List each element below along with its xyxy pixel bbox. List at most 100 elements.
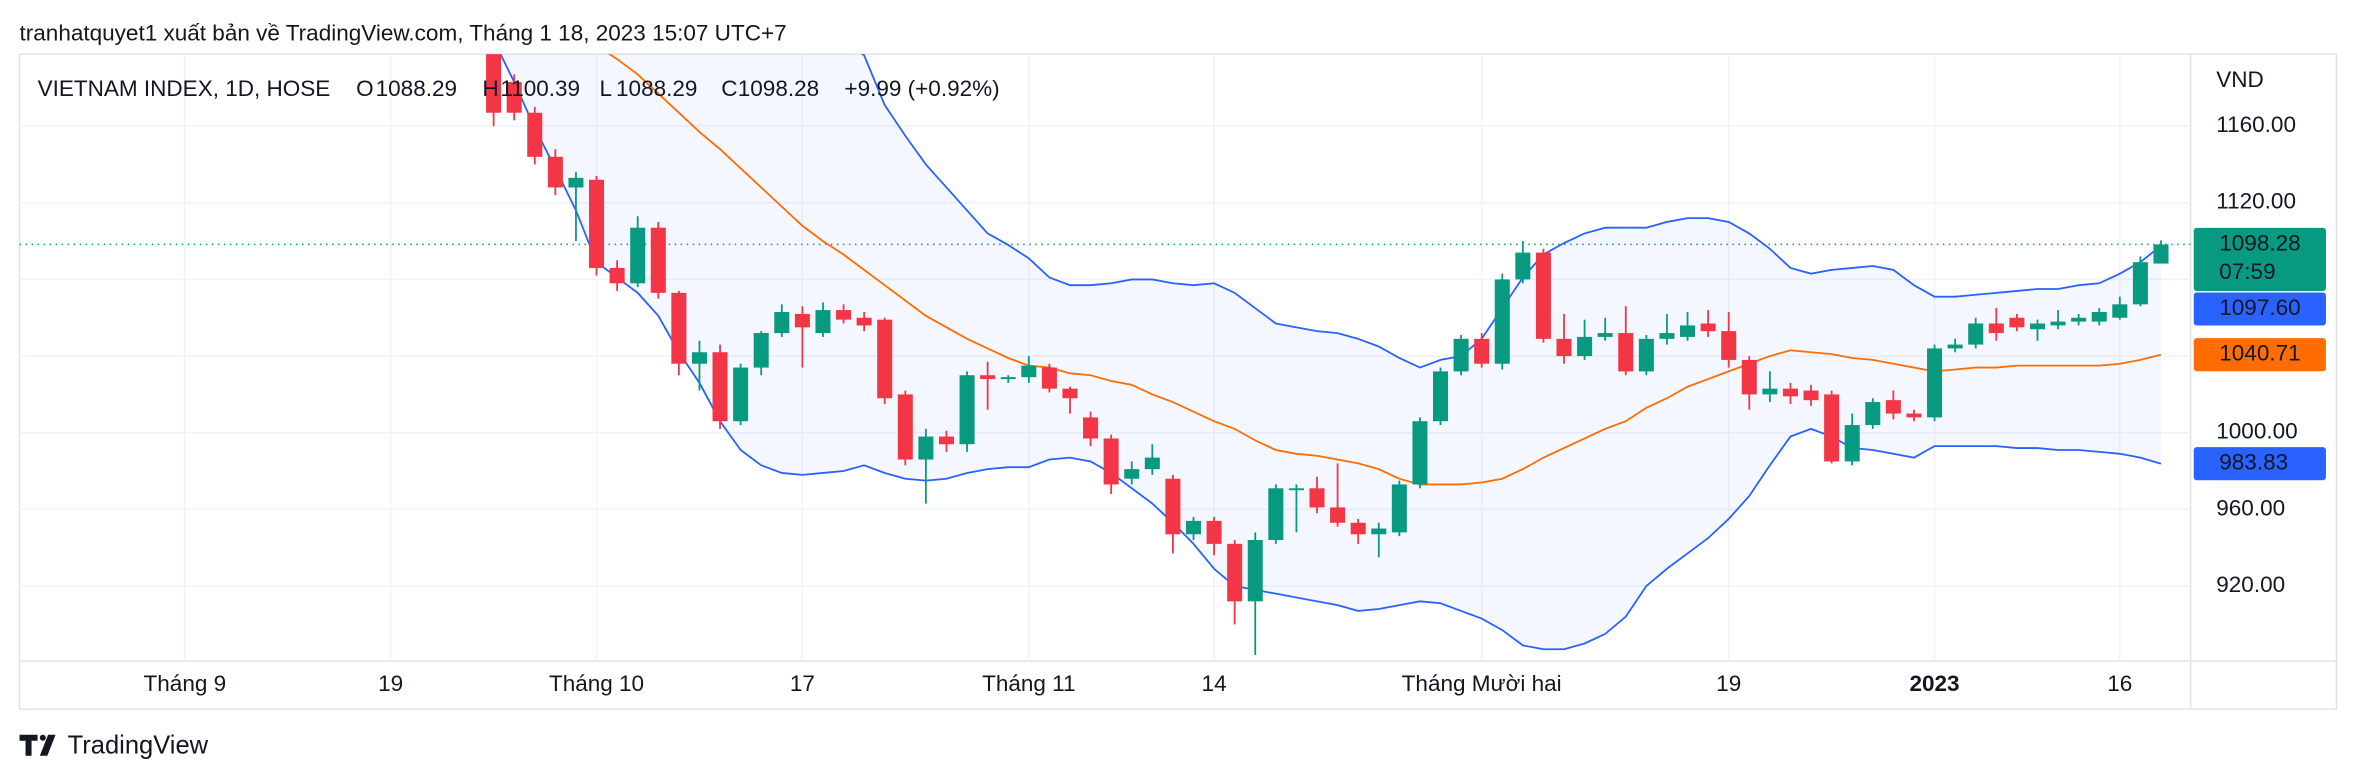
candle-body bbox=[1927, 348, 1943, 418]
candle-body bbox=[753, 333, 769, 368]
price-label: 07:59 bbox=[2219, 259, 2275, 284]
candle-body bbox=[1556, 338, 1572, 357]
logo-dot bbox=[39, 734, 46, 741]
candle-body bbox=[918, 436, 934, 460]
band-line bbox=[607, 54, 2162, 486]
legend-key: O bbox=[356, 76, 374, 101]
candle-body bbox=[2153, 244, 2169, 264]
candle-body bbox=[2009, 317, 2025, 328]
candle-body bbox=[836, 310, 852, 320]
footer-brand: TradingView bbox=[68, 732, 209, 760]
legend-key: L bbox=[600, 76, 613, 101]
x-tick-label: 19 bbox=[378, 671, 403, 696]
candle-body bbox=[568, 177, 584, 188]
candle-body bbox=[1885, 400, 1901, 414]
candle-body bbox=[1083, 417, 1099, 439]
candle-body bbox=[1350, 522, 1366, 535]
candle-body bbox=[1247, 540, 1263, 602]
candle-body bbox=[1453, 338, 1469, 372]
candle-body bbox=[1103, 438, 1119, 485]
candle-body bbox=[1803, 390, 1819, 401]
chart-frame bbox=[18, 53, 2338, 710]
candle-body bbox=[1721, 331, 1737, 360]
price-label-bg bbox=[2193, 227, 2326, 291]
candle-body bbox=[1577, 336, 1593, 357]
candle-body bbox=[1968, 323, 1984, 345]
candle-body bbox=[1680, 325, 1696, 337]
candle-body bbox=[2029, 323, 2045, 330]
candle-body bbox=[1988, 323, 2004, 334]
logo-mark bbox=[39, 734, 56, 756]
price-label: 1097.60 bbox=[2219, 295, 2300, 320]
price-label: 1040.71 bbox=[2219, 341, 2300, 366]
candle-body bbox=[774, 312, 790, 334]
candle-body bbox=[794, 313, 810, 328]
candle-body bbox=[1515, 252, 1531, 280]
candle-body bbox=[1659, 333, 1675, 339]
candle-body bbox=[877, 319, 893, 399]
candle-body bbox=[733, 367, 749, 422]
candle-body bbox=[1824, 394, 1840, 462]
candle-body bbox=[1535, 252, 1551, 339]
x-tick-label: 17 bbox=[790, 671, 815, 696]
price-label: 983.83 bbox=[2219, 450, 2288, 475]
candle-body bbox=[1185, 520, 1202, 535]
candle-body bbox=[1432, 371, 1449, 422]
candle-body bbox=[1741, 359, 1757, 395]
candle-body bbox=[1906, 413, 1922, 418]
candle-body bbox=[1618, 333, 1634, 372]
y-tick-label: 1120.00 bbox=[2216, 189, 2296, 214]
candle-body bbox=[856, 317, 872, 326]
candle-body bbox=[938, 436, 954, 445]
candle-body bbox=[2132, 262, 2148, 305]
header: tranhatquyet1 xuất bản về TradingView.co… bbox=[20, 21, 787, 46]
candle-body bbox=[486, 54, 502, 113]
x-tick-label: 14 bbox=[1202, 671, 1227, 696]
candle-body bbox=[1288, 488, 1304, 491]
candle-body bbox=[1391, 484, 1407, 533]
x-tick-label: Tháng Mười hai bbox=[1402, 671, 1562, 696]
price-label-bg bbox=[2193, 292, 2326, 326]
candle-body bbox=[671, 292, 687, 364]
candle-body bbox=[815, 310, 831, 334]
candle-body bbox=[650, 227, 666, 293]
y-tick-label: 1000.00 bbox=[2216, 419, 2297, 444]
candle-body bbox=[2091, 312, 2107, 322]
candle-body bbox=[897, 394, 913, 460]
y-tick-label: 920.00 bbox=[2216, 572, 2285, 597]
candle-body bbox=[1700, 323, 1716, 332]
x-tick-label: Tháng 9 bbox=[144, 671, 227, 696]
legend-change: +9.99 (+0.92%) bbox=[844, 76, 999, 101]
candle-body bbox=[527, 112, 543, 157]
logo bbox=[19, 734, 56, 756]
price-label-bg bbox=[2193, 338, 2326, 372]
x-tick-label: Tháng 10 bbox=[549, 671, 644, 696]
legend-key: C bbox=[721, 76, 737, 101]
y-tick-label: 960.00 bbox=[2216, 495, 2285, 520]
candle-body bbox=[980, 375, 996, 380]
band-line bbox=[499, 54, 2162, 651]
axis-unit: VND bbox=[2216, 67, 2264, 92]
candle-body bbox=[1494, 279, 1510, 364]
axes: 920.00960.001000.001040.001080.001120.00… bbox=[144, 112, 2326, 696]
candle-body bbox=[589, 179, 605, 268]
legend-value: 1098.28 bbox=[738, 76, 819, 101]
candle-body bbox=[1947, 344, 1963, 349]
candle-body bbox=[1165, 478, 1181, 535]
candle-body bbox=[1371, 528, 1387, 535]
legend-value: 1088.29 bbox=[376, 76, 457, 101]
candle-body bbox=[1865, 402, 1881, 426]
candle-body bbox=[691, 352, 707, 364]
candle-body bbox=[1227, 543, 1243, 602]
candle-body bbox=[1309, 488, 1325, 508]
price-label: 1098.28 bbox=[2219, 230, 2300, 255]
candle-body bbox=[630, 227, 646, 284]
candle-body bbox=[1782, 388, 1798, 397]
candle-body bbox=[1844, 425, 1860, 462]
candle-body bbox=[1206, 520, 1222, 544]
legend: VIETNAM INDEX, 1D, HOSE O 1088.29 H 1100.39 L… bbox=[38, 76, 1000, 101]
x-tick-label: Tháng 11 bbox=[982, 671, 1075, 696]
candle-body bbox=[2071, 317, 2087, 322]
